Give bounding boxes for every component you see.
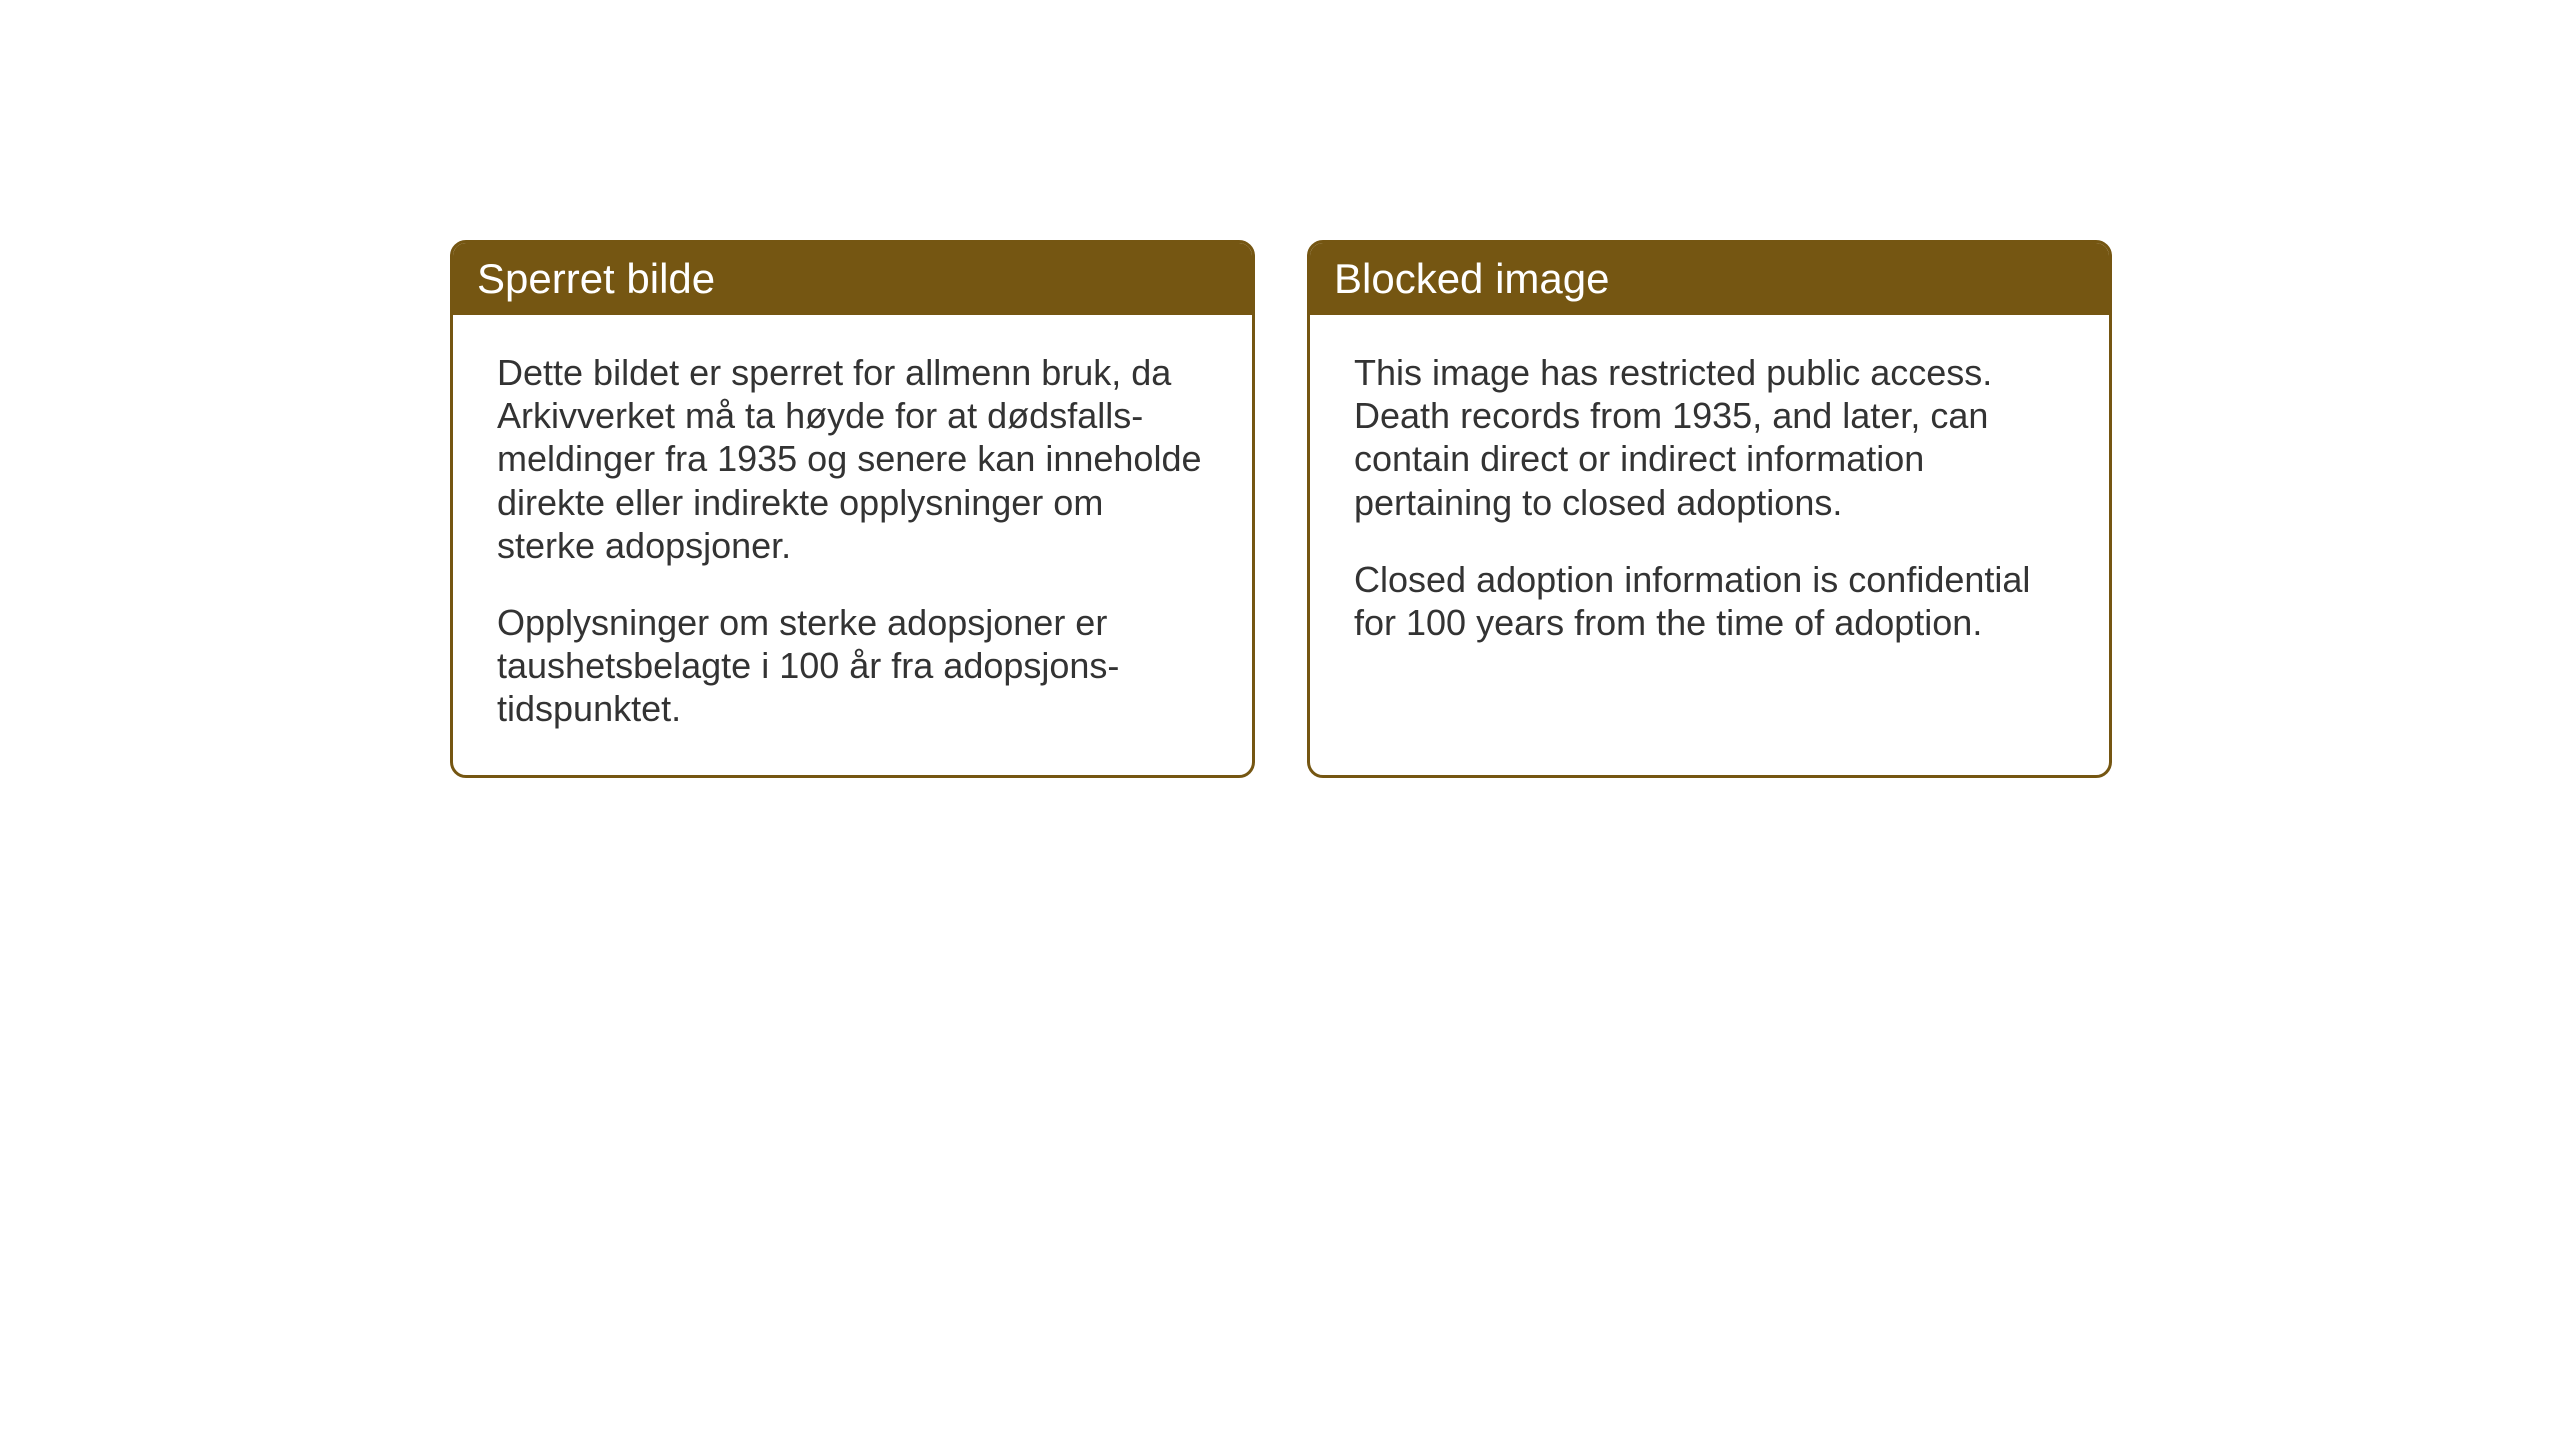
card-paragraph: Closed adoption information is confident… [1354,558,2065,644]
card-title: Sperret bilde [477,255,715,302]
notice-cards-container: Sperret bilde Dette bildet er sperret fo… [450,240,2112,778]
card-header: Blocked image [1310,243,2109,315]
card-title: Blocked image [1334,255,1609,302]
card-paragraph: Opplysninger om sterke adopsjoner er tau… [497,601,1208,731]
card-paragraph: This image has restricted public access.… [1354,351,2065,524]
card-body: This image has restricted public access.… [1310,315,2109,755]
card-paragraph: Dette bildet er sperret for allmenn bruk… [497,351,1208,567]
card-body: Dette bildet er sperret for allmenn bruk… [453,315,1252,775]
notice-card-english: Blocked image This image has restricted … [1307,240,2112,778]
notice-card-norwegian: Sperret bilde Dette bildet er sperret fo… [450,240,1255,778]
card-header: Sperret bilde [453,243,1252,315]
